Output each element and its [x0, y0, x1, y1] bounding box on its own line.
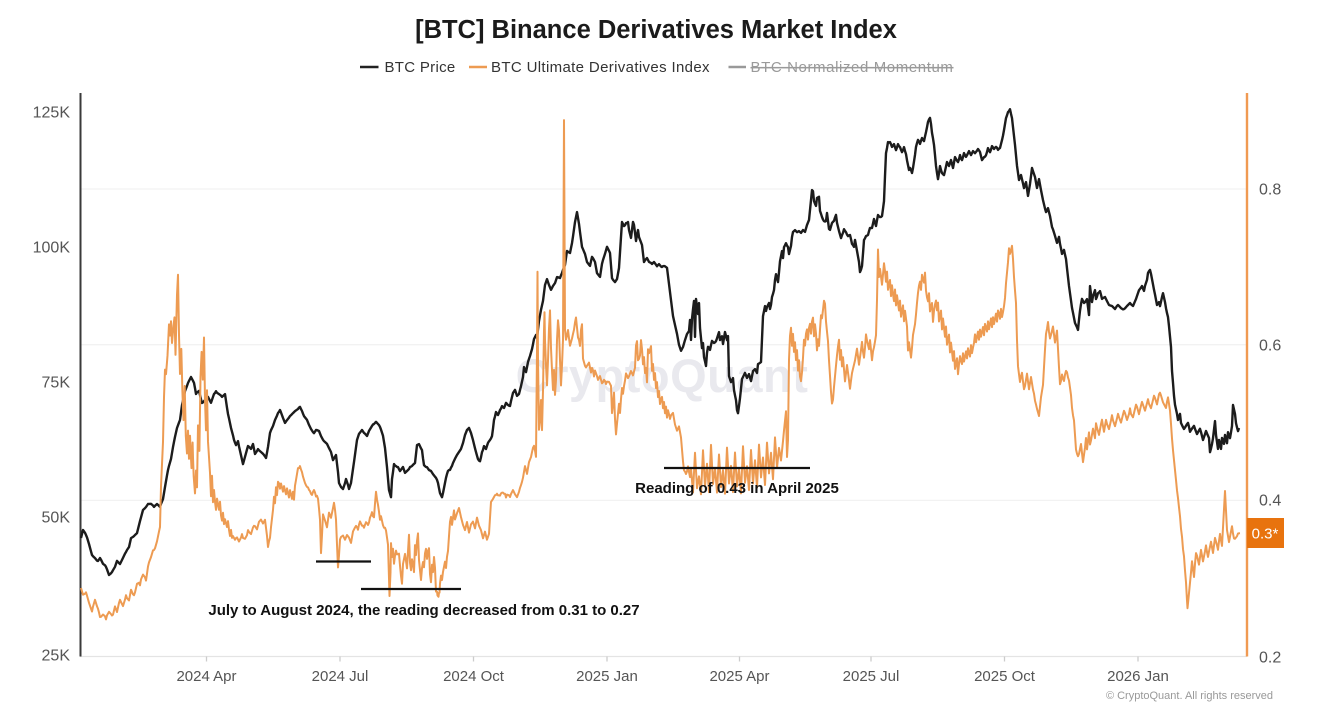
svg-text:2025 Apr: 2025 Apr	[709, 668, 769, 685]
svg-text:25K: 25K	[42, 648, 71, 665]
svg-text:0.3*: 0.3*	[1252, 526, 1279, 543]
svg-text:Reading of 0.43 in April 2025: Reading of 0.43 in April 2025	[635, 480, 839, 497]
svg-text:2025 Jul: 2025 Jul	[843, 668, 900, 685]
svg-text:2026 Jan: 2026 Jan	[1107, 668, 1169, 685]
svg-text:2024 Jul: 2024 Jul	[312, 668, 369, 685]
svg-text:2025 Jan: 2025 Jan	[576, 668, 638, 685]
svg-text:0.4: 0.4	[1259, 493, 1281, 510]
svg-text:BTC Normalized Momentum: BTC Normalized Momentum	[751, 59, 954, 76]
svg-text:2024 Apr: 2024 Apr	[176, 668, 236, 685]
svg-text:0.2: 0.2	[1259, 650, 1281, 667]
svg-text:50K: 50K	[42, 510, 71, 527]
svg-text:100K: 100K	[33, 240, 71, 257]
svg-text:125K: 125K	[33, 105, 71, 122]
svg-text:2025 Oct: 2025 Oct	[974, 668, 1036, 685]
svg-text:2024 Oct: 2024 Oct	[443, 668, 505, 685]
svg-text:© CryptoQuant. All rights rese: © CryptoQuant. All rights reserved	[1106, 690, 1273, 702]
svg-text:July to August 2024, the readi: July to August 2024, the reading decreas…	[208, 602, 639, 619]
svg-text:BTC Ultimate Derivatives Index: BTC Ultimate Derivatives Index	[491, 59, 710, 76]
svg-text:0.6: 0.6	[1259, 338, 1281, 355]
svg-text:CryptoQuant: CryptoQuant	[516, 349, 809, 402]
svg-text:[BTC] Binance Derivatives Mark: [BTC] Binance Derivatives Market Index	[415, 16, 897, 44]
svg-text:0.8: 0.8	[1259, 182, 1281, 199]
svg-text:BTC Price: BTC Price	[385, 59, 456, 76]
svg-text:75K: 75K	[42, 375, 71, 392]
